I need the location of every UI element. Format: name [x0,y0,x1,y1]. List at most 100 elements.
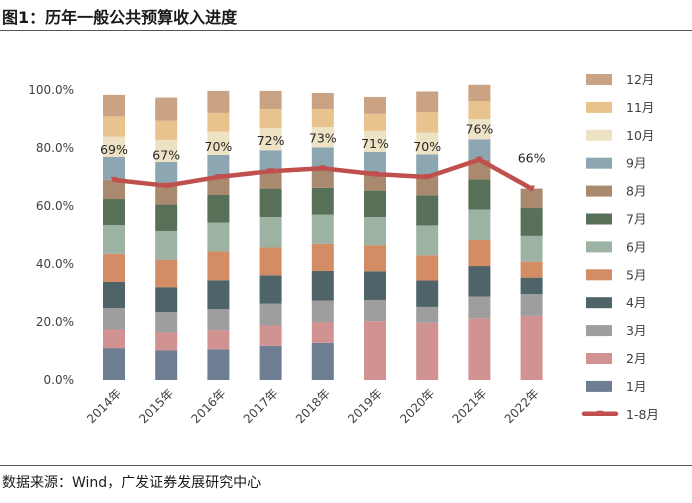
bar-segment-12月 [364,96,386,114]
bar-segment-3月 [103,308,125,330]
legend-swatch [586,185,612,197]
bar-segment-11月 [155,120,178,140]
bar-segment-9月 [364,151,386,174]
bar-segment-7月 [468,179,491,210]
bar-segment-4月 [155,287,178,313]
bar-segment-6月 [259,217,282,248]
line-data-label: 70% [413,139,441,154]
bar-segment-7月 [416,195,439,226]
legend-line-marker [596,410,604,417]
bar-segment-5月 [520,261,543,278]
stacked-bars [103,84,543,380]
bar-segment-10月 [155,139,178,162]
bar-segment-10月 [311,127,334,148]
source-note: 数据来源：Wind，广发证券发展研究中心 [2,475,262,491]
bar-segment-9月 [416,154,439,177]
legend-label: 12月 [626,72,654,87]
legend-swatch [586,129,612,141]
bar-segment-5月 [311,243,334,271]
legend-label: 11月 [626,100,654,115]
x-tick-label: 2014年 [84,386,124,426]
legend-swatch [586,213,612,225]
bar-segment-11月 [259,109,282,129]
legend-label: 1月 [626,379,646,394]
source-divider [0,465,692,466]
legend-label: 3月 [626,323,646,338]
line-data-label: 70% [205,139,233,154]
chart-canvas: 0.0% 20.0% 40.0% 60.0% 80.0% 100.0% 69% 67% 70%… [28,72,659,426]
bar-segment-4月 [311,270,334,301]
line-point [475,156,483,163]
bar-segment-9月 [207,154,230,177]
bar-segment-11月 [103,116,125,137]
bar-segment-3月 [364,299,386,322]
bar-segment-3月 [311,300,334,322]
bar-segment-2月 [103,329,125,349]
bar-segment-6月 [103,225,125,254]
legend-swatch [586,380,612,392]
bar-segment-11月 [468,101,491,119]
bar-segment-2月 [364,321,386,380]
line-data-label: 66% [518,151,546,166]
bar-segment-3月 [416,306,439,323]
legend-swatch [586,74,612,85]
y-tick-label: 80.0% [36,141,74,155]
y-axis-ticks: 0.0% 20.0% 40.0% 60.0% 80.0% 100.0% [28,83,74,387]
legend-swatch [586,101,612,113]
line-point [214,174,222,180]
x-tick-label: 2017年 [241,386,281,426]
x-tick-label: 2018年 [293,386,333,426]
bar-segment-6月 [207,222,230,252]
bar-segment-6月 [155,230,178,260]
bar-segment-5月 [155,259,178,288]
bar-segment-10月 [468,119,491,140]
line-point [371,171,379,178]
bar-segment-2月 [416,322,439,380]
bar-segment-7月 [103,199,125,226]
bar-segment-4月 [364,271,386,300]
line-data-label: 67% [152,148,180,163]
bar-segment-11月 [311,109,334,128]
progress-line: 69% 67% 70% 72% 73% 71% 70% 76% 66% [100,122,546,192]
bar-segment-2月 [520,315,543,380]
bar-segment-5月 [468,239,491,267]
bar-segment-5月 [259,247,282,276]
bar-segment-6月 [416,225,439,256]
x-tick-label: 2020年 [397,386,437,426]
bar-segment-8月 [103,179,125,200]
bar-segment-10月 [416,132,439,155]
bar-segment-8月 [259,171,282,189]
legend-label: 8月 [626,184,646,199]
bar-segment-9月 [468,139,491,160]
bar-segment-5月 [207,251,230,281]
bar-segment-12月 [103,94,125,117]
line-point [319,165,327,172]
bar-segment-10月 [364,130,386,152]
legend-swatch [586,353,612,364]
bar-segment-6月 [468,209,491,240]
legend-swatch [586,241,612,253]
bar-segment-12月 [468,84,491,102]
bar-segment-1月 [103,348,125,380]
bar-segment-5月 [103,253,125,282]
bar-segment-10月 [207,131,230,155]
title-divider [0,30,692,31]
bar-segment-12月 [311,92,334,110]
bar-segment-11月 [207,112,230,132]
bar-segment-12月 [259,90,282,110]
bar-segment-5月 [364,245,386,272]
bar-segment-7月 [311,187,334,215]
legend-label: 7月 [626,212,646,227]
line-point [528,185,536,192]
x-tick-label: 2016年 [189,386,229,426]
bar-segment-3月 [207,309,230,331]
bar-segment-10月 [103,136,125,157]
bar-segment-7月 [520,208,543,236]
legend-label: 9月 [626,156,646,171]
line-point [423,174,431,180]
legend-label: 5月 [626,267,646,282]
line-data-label: 73% [309,130,337,145]
legend-swatch [586,325,612,337]
y-tick-label: 40.0% [36,257,74,271]
bar-segment-7月 [259,188,282,218]
